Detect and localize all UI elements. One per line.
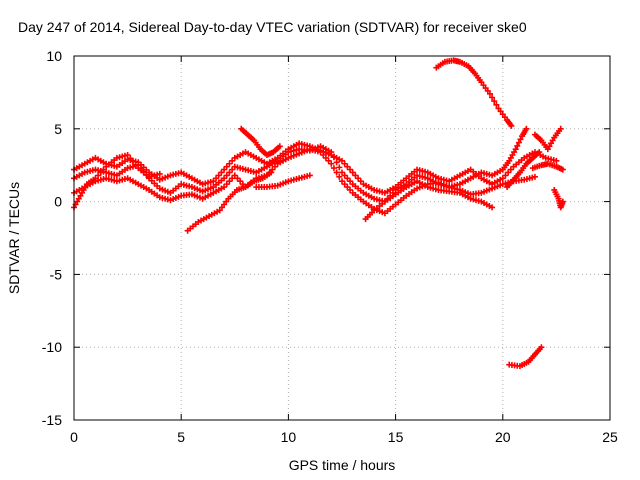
- data-point: [559, 166, 566, 173]
- x-tick-labels: 0 5 10 15 20 25: [70, 429, 618, 445]
- data-point: [333, 169, 340, 176]
- data-point: [531, 173, 538, 180]
- data-point: [559, 198, 566, 205]
- data-point: [330, 165, 337, 172]
- series-track-13: [551, 186, 566, 211]
- data-point: [512, 146, 519, 153]
- data-point: [333, 159, 340, 166]
- y-tick-label: -15: [42, 412, 62, 428]
- data-point: [132, 161, 139, 168]
- data-point: [515, 139, 522, 146]
- data-point: [523, 125, 530, 132]
- data-point: [514, 142, 521, 149]
- data-point: [538, 344, 545, 351]
- data-point: [536, 149, 543, 156]
- series-track-11: [531, 125, 564, 153]
- y-tick-label: 5: [54, 121, 62, 137]
- series-track-6: [253, 172, 313, 191]
- data-point: [517, 136, 524, 143]
- data-point: [486, 90, 493, 97]
- x-tick-label: 10: [281, 429, 297, 445]
- x-axis-label: GPS time / hours: [289, 457, 396, 473]
- data-point: [553, 157, 560, 164]
- data-point: [489, 94, 496, 101]
- x-tick-label: 15: [388, 429, 404, 445]
- y-axis-label: SDTVAR / TECUs: [6, 182, 22, 294]
- y-tick-labels: 10 5 0 -5 -10 -15: [42, 48, 62, 428]
- data-point: [129, 158, 136, 165]
- data-point: [306, 172, 313, 179]
- y-tick-label: -5: [50, 266, 63, 282]
- series-track-14: [506, 344, 545, 370]
- x-tick-label: 25: [602, 429, 618, 445]
- data-points: [71, 57, 566, 370]
- data-point: [508, 122, 515, 129]
- data-point: [336, 164, 343, 171]
- data-point: [491, 98, 498, 105]
- series-track-5: [184, 169, 275, 234]
- y-tick-label: -10: [42, 339, 62, 355]
- data-point: [493, 101, 500, 108]
- series-track-9: [433, 57, 515, 129]
- data-point: [276, 143, 283, 150]
- data-point: [557, 125, 564, 132]
- axis-ticks: [73, 55, 611, 421]
- y-tick-label: 0: [54, 194, 62, 210]
- chart-title: Day 247 of 2014, Sidereal Day-to-day VTE…: [18, 19, 527, 35]
- plot-frame: [73, 55, 611, 421]
- data-point: [124, 152, 131, 159]
- series-track-2: [71, 143, 496, 211]
- series-track-7: [238, 125, 283, 159]
- series-track-10: [504, 149, 543, 191]
- data-point: [156, 170, 163, 177]
- data-point: [328, 149, 335, 156]
- x-tick-label: 20: [495, 429, 511, 445]
- x-tick-label: 5: [177, 429, 185, 445]
- y-tick-label: 10: [46, 48, 62, 64]
- data-point: [268, 169, 275, 176]
- data-point: [127, 155, 134, 162]
- x-tick-label: 0: [70, 429, 78, 445]
- data-point: [328, 160, 335, 167]
- series-track-4: [71, 152, 163, 211]
- series-track-8: [362, 125, 530, 223]
- data-point: [330, 154, 337, 161]
- grid-lines: [74, 56, 610, 420]
- data-point: [489, 204, 496, 211]
- data-point: [336, 173, 343, 180]
- series-track-12: [529, 160, 566, 173]
